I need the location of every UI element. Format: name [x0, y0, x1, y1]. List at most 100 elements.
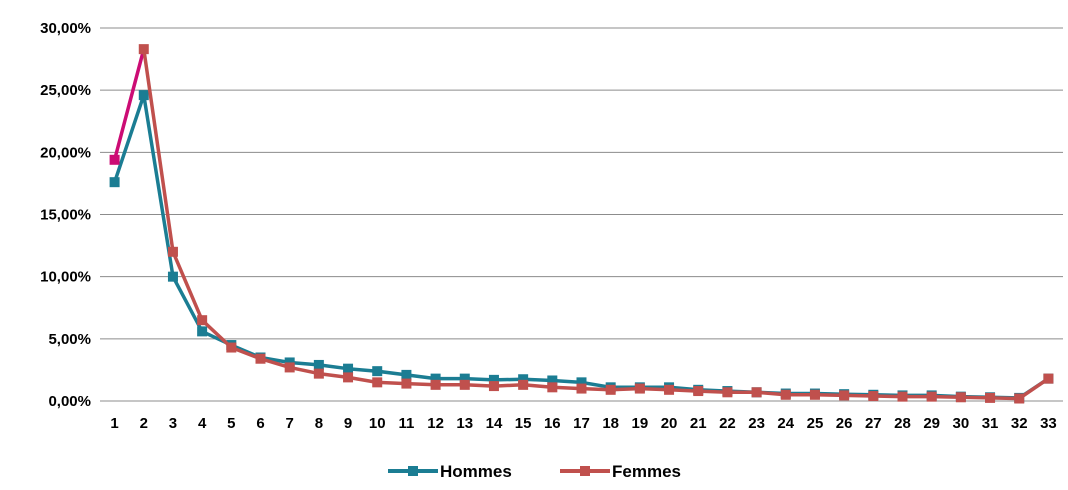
data-point: [226, 342, 237, 353]
x-tick-label: 9: [344, 415, 352, 432]
x-tick-label: 16: [544, 415, 561, 432]
data-point: [488, 381, 499, 392]
x-tick-label: 8: [315, 415, 323, 432]
x-tick-label: 1: [110, 415, 118, 432]
x-tick-label: 33: [1040, 415, 1057, 432]
series-line: [142, 48, 1050, 401]
data-point: [401, 369, 412, 380]
data-point: [868, 391, 879, 402]
data-point: [634, 383, 645, 394]
x-tick-label: 28: [894, 415, 911, 432]
x-tick-label: 32: [1011, 415, 1028, 432]
data-point: [255, 353, 266, 364]
x-tick-label: 31: [982, 415, 999, 432]
x-tick-label: 13: [456, 415, 473, 432]
data-point: [955, 392, 966, 403]
data-point: [343, 372, 354, 383]
data-point: [372, 377, 383, 388]
data-point: [722, 387, 733, 398]
x-tick-label: 11: [398, 415, 414, 432]
y-tick-label: 30,00%: [40, 20, 91, 37]
data-point: [664, 384, 675, 395]
series-line: [112, 93, 1050, 400]
data-point: [985, 392, 996, 403]
y-tick-label: 5,00%: [48, 331, 91, 348]
x-tick-label: 5: [227, 415, 235, 432]
gridlines: [100, 27, 1063, 340]
legend-marker: [408, 466, 418, 476]
data-point: [751, 387, 762, 398]
legend-marker: [580, 466, 590, 476]
y-tick-label: 10,00%: [40, 269, 91, 286]
data-point: [547, 382, 558, 393]
x-tick-label: 7: [286, 415, 294, 432]
x-tick-label: 15: [515, 415, 532, 432]
data-point: [693, 386, 704, 397]
x-tick-label: 6: [256, 415, 264, 432]
data-point: [605, 384, 616, 395]
legend-item-femmes: Femmes: [560, 462, 681, 481]
data-point: [313, 359, 324, 370]
x-tick-label: 21: [690, 415, 707, 432]
data-point: [518, 379, 529, 390]
legend: Hommes Femmes: [388, 462, 681, 481]
data-point: [109, 177, 120, 188]
series-line-segment: [112, 47, 146, 162]
data-point: [1043, 373, 1054, 384]
series-femmes: [109, 44, 1054, 404]
data-point: [138, 44, 149, 55]
x-tick-label: 27: [865, 415, 882, 432]
legend-label: Hommes: [440, 462, 512, 481]
data-point: [372, 366, 383, 377]
data-point: [401, 378, 412, 389]
data-point: [430, 373, 441, 384]
data-point: [897, 391, 908, 402]
x-tick-label: 26: [836, 415, 853, 432]
y-tick-label: 15,00%: [40, 207, 91, 224]
y-axis-ticks: 0,00% 5,00% 10,00% 15,00% 20,00% 25,00% 30,00%: [40, 20, 91, 410]
x-tick-label: 14: [486, 415, 503, 432]
data-point: [197, 326, 208, 337]
y-tick-label: 25,00%: [40, 82, 91, 99]
data-point: [576, 383, 587, 394]
data-point: [138, 90, 149, 101]
data-point: [284, 362, 295, 373]
data-point: [167, 271, 178, 282]
data-point: [576, 377, 587, 388]
data-point: [780, 389, 791, 400]
data-point: [343, 363, 354, 374]
x-tick-label: 4: [198, 415, 207, 432]
x-tick-label: 29: [923, 415, 940, 432]
x-tick-label: 24: [777, 415, 794, 432]
data-point: [313, 368, 324, 379]
x-tick-label: 19: [632, 415, 649, 432]
legend-item-hommes: Hommes: [388, 462, 512, 481]
x-axis-ticks: 1 2 3 4 5 6 7 8 9 10 11 12 13 14 15 16 17 18 19 20 21 22 23 24 2…: [110, 415, 1056, 432]
x-tick-label: 25: [807, 415, 824, 432]
data-point: [109, 154, 120, 165]
data-point: [547, 375, 558, 386]
data-point: [430, 379, 441, 390]
x-tick-label: 2: [140, 415, 148, 432]
x-tick-label: 17: [573, 415, 590, 432]
x-tick-label: 18: [602, 415, 619, 432]
data-point: [1014, 393, 1025, 404]
data-point: [167, 246, 178, 257]
data-point: [488, 374, 499, 385]
x-tick-label: 23: [748, 415, 765, 432]
data-point: [197, 315, 208, 326]
x-tick-label: 10: [369, 415, 386, 432]
legend-label: Femmes: [612, 462, 681, 481]
data-point: [839, 390, 850, 401]
x-tick-label: 12: [427, 415, 444, 432]
series-group: [109, 44, 1054, 404]
data-point: [518, 374, 529, 385]
data-point: [809, 389, 820, 400]
x-tick-label: 20: [661, 415, 678, 432]
y-tick-label: 20,00%: [40, 144, 91, 161]
x-tick-label: 3: [169, 415, 177, 432]
x-tick-label: 22: [719, 415, 736, 432]
data-point: [459, 379, 470, 390]
data-point: [926, 391, 937, 402]
